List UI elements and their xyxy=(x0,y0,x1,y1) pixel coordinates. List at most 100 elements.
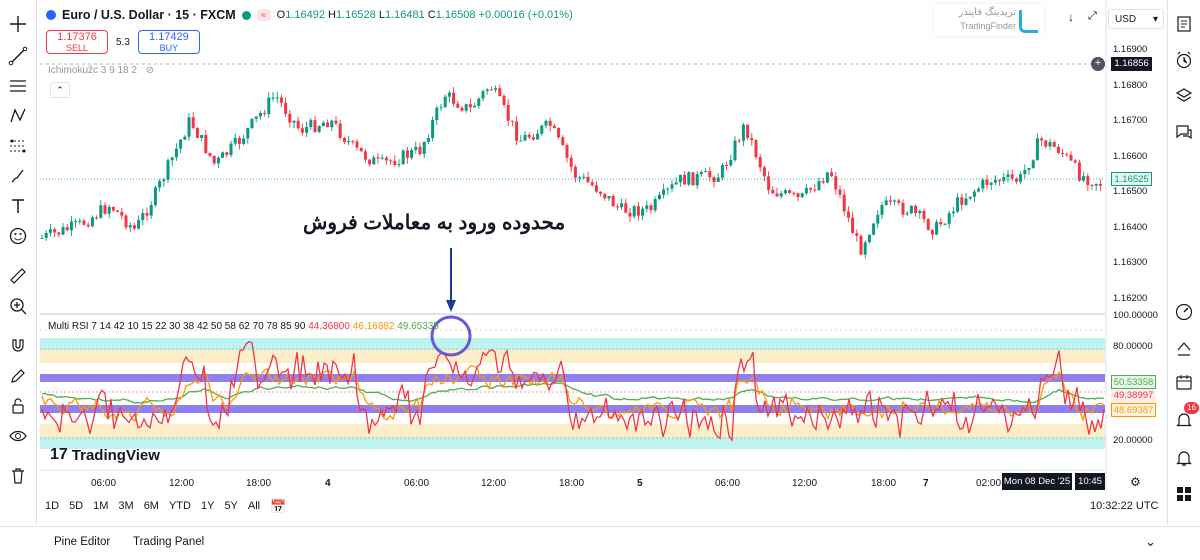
candle-body xyxy=(1048,142,1052,147)
trading-panel-tab[interactable]: Trading Panel xyxy=(133,536,205,548)
candle-body xyxy=(876,214,880,224)
layers-icon[interactable] xyxy=(1172,84,1196,108)
pattern-icon[interactable] xyxy=(6,104,30,128)
notifications-icon[interactable]: 16 xyxy=(1172,402,1199,432)
fib-icon[interactable] xyxy=(6,134,30,158)
tradingview-watermark: 17 TradingView xyxy=(50,446,160,464)
candle-body xyxy=(632,206,636,217)
candle-body xyxy=(99,205,103,218)
crosshair-icon[interactable] xyxy=(6,12,30,36)
candle-body xyxy=(603,193,607,199)
text-icon[interactable] xyxy=(6,194,30,218)
multi-rsi-legend[interactable]: Multi RSI 7 14 42 10 15 22 30 38 42 50 5… xyxy=(48,321,439,332)
candle-body xyxy=(729,159,733,166)
notification-count-badge: 16 xyxy=(1184,402,1199,414)
time-tick-label: 18:00 xyxy=(246,478,272,489)
buy-button[interactable]: 1.17429 BUY xyxy=(137,30,200,54)
timeframe-all[interactable]: All xyxy=(247,500,261,512)
timeframe-3m[interactable]: 3M xyxy=(118,500,134,512)
calendar-icon[interactable] xyxy=(1172,370,1196,394)
candle-body xyxy=(573,166,577,178)
trash-icon[interactable] xyxy=(6,464,30,488)
candle-body xyxy=(1086,176,1090,185)
watchlist-icon[interactable] xyxy=(1172,12,1196,36)
candle-body xyxy=(888,200,892,202)
rsi-band-lower-cyan xyxy=(40,437,1105,449)
fullscreen-icon[interactable]: ⤢ xyxy=(1088,10,1097,22)
chart-area[interactable] xyxy=(37,0,1168,492)
magnet-icon[interactable] xyxy=(6,334,30,358)
candle-body xyxy=(515,121,519,141)
timeframe-ytd[interactable]: YTD xyxy=(168,500,191,512)
candle-body xyxy=(544,120,548,126)
candle-body xyxy=(74,221,78,223)
candle-body xyxy=(993,180,997,183)
candle-body xyxy=(519,140,523,142)
candle-body xyxy=(783,190,787,194)
chat-icon[interactable] xyxy=(1172,120,1196,144)
candle-body xyxy=(628,212,632,217)
candle-body xyxy=(313,120,317,132)
timeframe-5d[interactable]: 5D xyxy=(69,500,84,512)
arrows-icon[interactable] xyxy=(1172,336,1196,360)
timeframe-1m[interactable]: 1M xyxy=(93,500,109,512)
timeframe-1d[interactable]: 1D xyxy=(45,500,60,512)
candle-body xyxy=(347,141,351,143)
candle-body xyxy=(124,215,128,228)
horizontal-lines-icon[interactable] xyxy=(6,74,30,98)
pine-editor-tab[interactable]: Pine Editor xyxy=(54,536,111,548)
eye-hidden-icon[interactable]: ⊘ xyxy=(145,65,155,76)
zoom-icon[interactable] xyxy=(6,294,30,318)
candle-body xyxy=(481,91,485,99)
timeframe-bar: 1D 5D 1M 3M 6M YTD 1Y 5Y All xyxy=(45,500,260,512)
candle-body xyxy=(418,146,422,155)
currency-select[interactable]: USD ▾ xyxy=(1108,9,1164,29)
time-tick-label: 12:00 xyxy=(792,478,818,489)
candle-body xyxy=(288,113,292,123)
emoji-icon[interactable] xyxy=(6,224,30,248)
down-arrow-icon[interactable]: ↓ xyxy=(1068,10,1074,24)
candle-body xyxy=(1082,176,1086,181)
sell-button[interactable]: 1.17376 SELL xyxy=(46,30,108,54)
candle-body xyxy=(368,159,372,165)
candle-body xyxy=(720,165,724,178)
candle-body xyxy=(1006,174,1010,178)
trend-line-icon[interactable] xyxy=(6,44,30,68)
symbol-title[interactable]: Euro / U.S. Dollar · 15 · FXCM xyxy=(62,8,236,22)
gauge-icon[interactable] xyxy=(1172,300,1196,324)
candle-body xyxy=(221,152,225,158)
candle-body xyxy=(851,217,855,234)
trade-panel: 1.17376 SELL 5.3 1.17429 BUY xyxy=(46,30,200,54)
candle-body xyxy=(170,157,174,161)
chevron-down-icon[interactable]: ⌄ xyxy=(1145,534,1156,549)
rsi-band-mid-lower xyxy=(40,405,1105,413)
candle-body xyxy=(699,171,703,175)
candle-body xyxy=(788,190,792,193)
alert-clock-icon[interactable] xyxy=(1172,48,1196,72)
grid-apps-icon[interactable] xyxy=(1172,482,1196,506)
time-tick-label: 06:00 xyxy=(404,478,430,489)
candle-body xyxy=(464,104,468,111)
candle-body xyxy=(443,96,447,108)
candle-body xyxy=(86,224,90,227)
date-range-icon[interactable]: 📅 xyxy=(270,499,287,514)
lock-icon[interactable] xyxy=(6,394,30,418)
eye-icon[interactable] xyxy=(6,424,30,448)
clock[interactable]: 10:32:22 UTC xyxy=(1090,500,1159,512)
timeframe-1y[interactable]: 1Y xyxy=(200,500,215,512)
candle-body xyxy=(741,124,745,141)
ichimoku-legend[interactable]: Ichimokužc 3 9 18 2 ⊘ xyxy=(48,65,155,76)
timeframe-6m[interactable]: 6M xyxy=(143,500,159,512)
brush-icon[interactable] xyxy=(6,164,30,188)
pencil-lock-icon[interactable] xyxy=(6,364,30,388)
chart-settings-icon[interactable]: ⚙ xyxy=(1130,475,1141,489)
candle-body xyxy=(863,242,867,255)
timeframe-5y[interactable]: 5Y xyxy=(224,500,238,512)
tf-logo-icon xyxy=(1019,10,1038,33)
ruler-icon[interactable] xyxy=(6,264,30,288)
crosshair-plus-icon[interactable]: + xyxy=(1091,57,1105,71)
collapse-legend-button[interactable]: ⌃ xyxy=(50,82,70,98)
candle-body xyxy=(321,122,325,127)
bell-icon[interactable] xyxy=(1172,446,1196,470)
rsi-band-mid-upper xyxy=(40,374,1105,382)
